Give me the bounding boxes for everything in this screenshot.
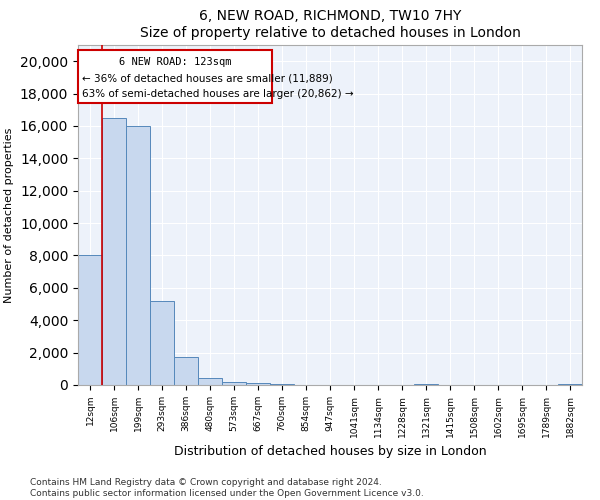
Text: 6 NEW ROAD: 123sqm: 6 NEW ROAD: 123sqm <box>119 57 232 67</box>
Bar <box>102 118 126 385</box>
Bar <box>246 384 270 385</box>
FancyBboxPatch shape <box>78 50 272 104</box>
Bar <box>150 301 174 385</box>
Text: 63% of semi-detached houses are larger (20,862) →: 63% of semi-detached houses are larger (… <box>82 88 353 99</box>
Bar <box>222 382 246 385</box>
Bar <box>78 256 102 385</box>
Bar <box>558 384 582 385</box>
Title: 6, NEW ROAD, RICHMOND, TW10 7HY
Size of property relative to detached houses in : 6, NEW ROAD, RICHMOND, TW10 7HY Size of … <box>140 10 520 40</box>
Y-axis label: Number of detached properties: Number of detached properties <box>4 128 14 302</box>
Text: ← 36% of detached houses are smaller (11,889): ← 36% of detached houses are smaller (11… <box>82 73 332 83</box>
Text: Contains HM Land Registry data © Crown copyright and database right 2024.
Contai: Contains HM Land Registry data © Crown c… <box>30 478 424 498</box>
Bar <box>270 384 294 385</box>
Bar <box>126 126 150 385</box>
X-axis label: Distribution of detached houses by size in London: Distribution of detached houses by size … <box>173 445 487 458</box>
Bar <box>198 378 222 385</box>
Bar <box>414 384 438 385</box>
Bar <box>174 358 198 385</box>
